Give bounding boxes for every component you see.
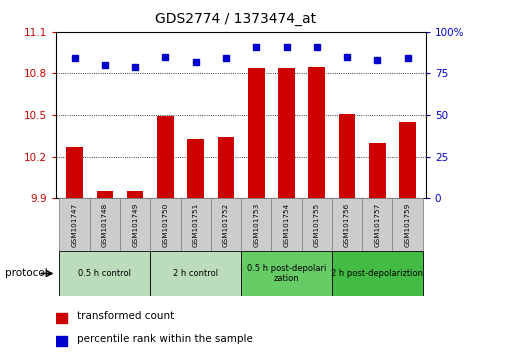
Bar	[392, 198, 423, 251]
Bar	[150, 251, 241, 296]
Bar	[248, 68, 265, 198]
Text: GSM101755: GSM101755	[314, 202, 320, 247]
Bar	[278, 68, 295, 198]
Bar	[157, 116, 174, 198]
Text: GSM101752: GSM101752	[223, 202, 229, 247]
Bar	[90, 198, 120, 251]
Text: GDS2774 / 1373474_at: GDS2774 / 1373474_at	[155, 12, 317, 27]
Bar	[332, 198, 362, 251]
Bar	[362, 198, 392, 251]
Bar	[60, 251, 150, 296]
Bar	[399, 122, 416, 198]
Text: percentile rank within the sample: percentile rank within the sample	[77, 334, 252, 344]
Bar	[339, 114, 356, 198]
Text: GSM101753: GSM101753	[253, 202, 259, 247]
Bar	[181, 198, 211, 251]
Bar	[369, 143, 386, 198]
Text: GSM101749: GSM101749	[132, 202, 138, 247]
Text: GSM101748: GSM101748	[102, 202, 108, 247]
Text: 0.5 h control: 0.5 h control	[78, 269, 131, 278]
Bar	[56, 336, 67, 346]
Text: GSM101754: GSM101754	[284, 202, 289, 247]
Bar	[120, 198, 150, 251]
Text: protocol: protocol	[5, 268, 48, 279]
Text: 0.5 h post-depolari
zation: 0.5 h post-depolari zation	[247, 264, 326, 283]
Bar	[241, 198, 271, 251]
Bar	[150, 198, 181, 251]
Text: transformed count: transformed count	[77, 311, 174, 321]
Bar	[241, 251, 332, 296]
Text: GSM101750: GSM101750	[163, 202, 168, 247]
Bar	[271, 198, 302, 251]
Text: GSM101756: GSM101756	[344, 202, 350, 247]
Bar	[332, 251, 423, 296]
Text: GSM101759: GSM101759	[405, 202, 410, 247]
Bar	[302, 198, 332, 251]
Bar	[60, 198, 90, 251]
Bar	[211, 198, 241, 251]
Bar	[56, 313, 67, 323]
Bar	[308, 67, 325, 198]
Text: 2 h control: 2 h control	[173, 269, 218, 278]
Text: GSM101757: GSM101757	[374, 202, 380, 247]
Bar	[187, 139, 204, 198]
Text: GSM101751: GSM101751	[193, 202, 199, 247]
Bar	[127, 191, 144, 198]
Bar	[218, 137, 234, 198]
Bar	[96, 191, 113, 198]
Bar	[66, 147, 83, 198]
Text: GSM101747: GSM101747	[72, 202, 77, 247]
Text: 2 h post-depolariztion: 2 h post-depolariztion	[331, 269, 423, 278]
